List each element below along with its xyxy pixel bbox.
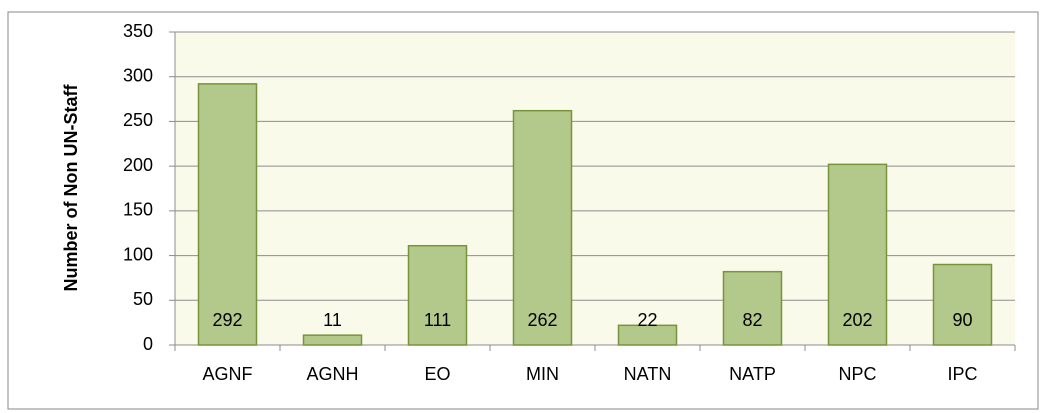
data-label: 262 (527, 310, 557, 330)
data-label: 90 (952, 310, 972, 330)
x-tick-label: EO (424, 364, 450, 384)
bar (197, 83, 258, 346)
y-tick-label: 200 (123, 155, 153, 175)
bar (512, 109, 573, 346)
bar (932, 263, 993, 346)
bar (827, 163, 888, 346)
bar (302, 334, 363, 346)
data-label: 22 (637, 310, 657, 330)
x-tick-label: AGNF (202, 364, 252, 384)
y-tick-label: 300 (123, 65, 153, 85)
data-label: 292 (212, 310, 242, 330)
data-label: 202 (842, 310, 872, 330)
bar (407, 244, 468, 346)
bar (722, 270, 783, 346)
x-tick-label: NATP (729, 364, 776, 384)
x-tick-label: IPC (947, 364, 977, 384)
y-tick-label: 50 (133, 289, 153, 309)
y-axis-label: Number of Non UN-Staff (61, 84, 81, 292)
bar (617, 324, 678, 346)
y-tick-label: 100 (123, 244, 153, 264)
x-tick-label: NPC (838, 364, 876, 384)
x-tick-label: MIN (526, 364, 559, 384)
plot-area (175, 32, 1015, 345)
y-tick-label: 350 (123, 21, 153, 41)
x-tick-label: NATN (624, 364, 672, 384)
y-tick-label: 0 (143, 334, 153, 354)
x-tick-label: AGNH (306, 364, 358, 384)
y-tick-label: 250 (123, 110, 153, 130)
data-label: 82 (742, 310, 762, 330)
y-tick-label: 150 (123, 200, 153, 220)
data-label: 11 (323, 310, 342, 330)
data-label: 111 (424, 310, 451, 330)
